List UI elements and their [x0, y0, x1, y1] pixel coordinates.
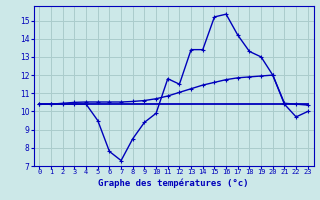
X-axis label: Graphe des températures (°c): Graphe des températures (°c) [98, 178, 249, 188]
